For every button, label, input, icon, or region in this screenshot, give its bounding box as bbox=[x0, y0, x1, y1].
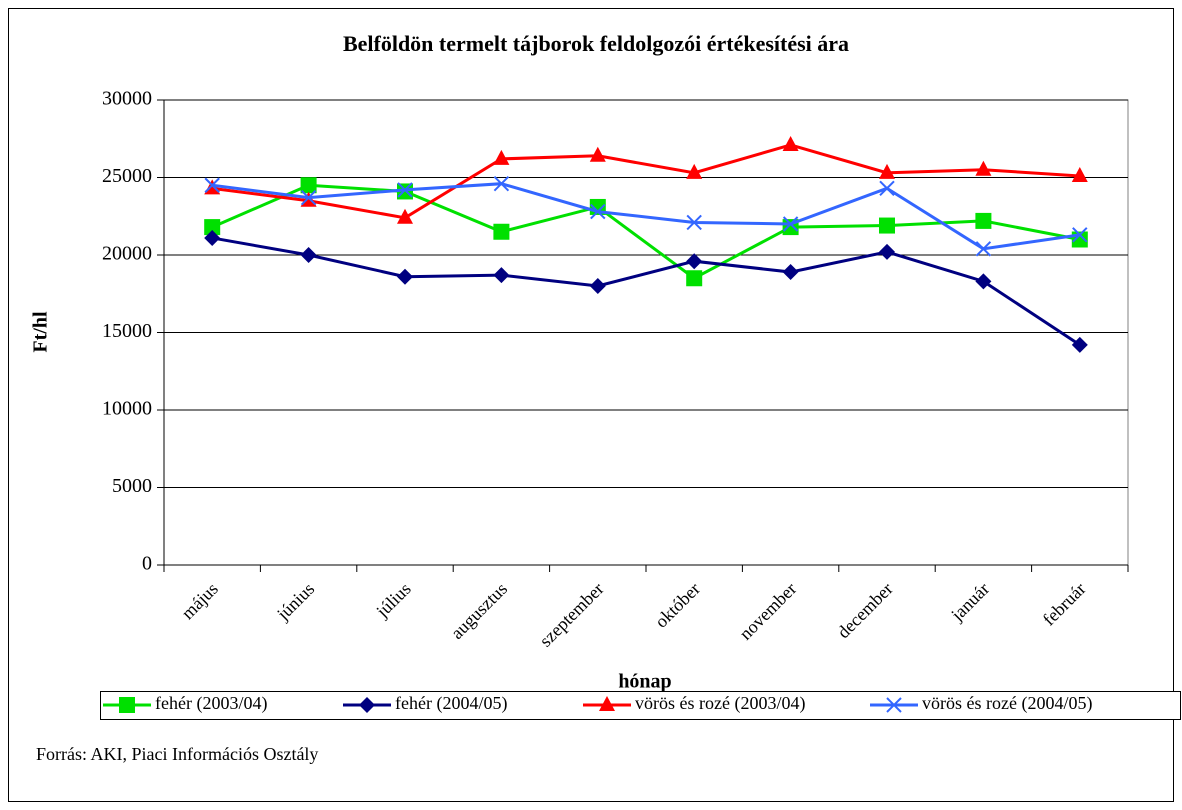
marker bbox=[589, 146, 606, 162]
marker bbox=[782, 264, 799, 281]
marker bbox=[493, 175, 510, 192]
x-axis-label: hónap bbox=[618, 671, 671, 693]
marker bbox=[782, 216, 799, 232]
marker bbox=[782, 135, 799, 151]
marker bbox=[397, 182, 413, 198]
y-tick-label: 0 bbox=[142, 553, 152, 575]
marker bbox=[879, 180, 895, 197]
marker bbox=[397, 268, 413, 285]
marker bbox=[359, 697, 375, 713]
marker bbox=[879, 243, 895, 260]
marker bbox=[599, 696, 615, 711]
y-tick-label: 5000 bbox=[112, 475, 152, 497]
marker bbox=[975, 160, 992, 176]
marker bbox=[1071, 336, 1088, 353]
marker bbox=[493, 267, 510, 284]
marker bbox=[589, 278, 606, 294]
marker bbox=[975, 273, 992, 290]
y-tick-label: 30000 bbox=[102, 88, 152, 110]
marker bbox=[397, 208, 413, 224]
marker bbox=[300, 177, 317, 194]
series-line bbox=[212, 182, 1081, 251]
marker bbox=[590, 203, 606, 220]
series-line bbox=[211, 236, 1081, 347]
marker bbox=[1071, 166, 1088, 182]
y-tick-label: 15000 bbox=[102, 320, 152, 342]
legend-box bbox=[100, 691, 1181, 720]
marker bbox=[686, 253, 703, 270]
marker bbox=[879, 163, 895, 179]
marker bbox=[493, 149, 510, 165]
marker bbox=[686, 270, 703, 287]
marker bbox=[493, 223, 510, 240]
marker bbox=[300, 247, 317, 263]
series-line bbox=[211, 183, 1081, 281]
series-line bbox=[212, 143, 1080, 220]
legend-label: vörös és rozé (2004/05) bbox=[922, 693, 1092, 714]
marker bbox=[204, 219, 221, 236]
chart-title: Belföldön termelt tájborok feldolgozói é… bbox=[343, 31, 849, 56]
y-tick-label: 20000 bbox=[102, 243, 152, 265]
marker bbox=[204, 229, 221, 246]
legend-label: fehér (2003/04) bbox=[155, 693, 267, 714]
marker bbox=[204, 177, 220, 193]
marker bbox=[975, 241, 992, 257]
marker bbox=[879, 217, 895, 234]
legend-label: vörös és rozé (2003/04) bbox=[635, 693, 805, 714]
marker bbox=[1072, 227, 1088, 243]
legend-label: fehér (2004/05) bbox=[395, 693, 507, 714]
y-tick-label: 25000 bbox=[102, 165, 152, 187]
marker bbox=[886, 697, 902, 713]
marker bbox=[975, 212, 992, 229]
marker bbox=[397, 183, 413, 200]
marker bbox=[686, 214, 702, 231]
marker bbox=[119, 697, 135, 713]
marker bbox=[300, 189, 317, 206]
source-note: Forrás: AKI, Piaci Információs Osztály bbox=[36, 744, 318, 764]
y-tick-label: 10000 bbox=[102, 398, 152, 420]
marker bbox=[686, 163, 703, 179]
y-axis-label: Ft/hl bbox=[30, 311, 52, 353]
